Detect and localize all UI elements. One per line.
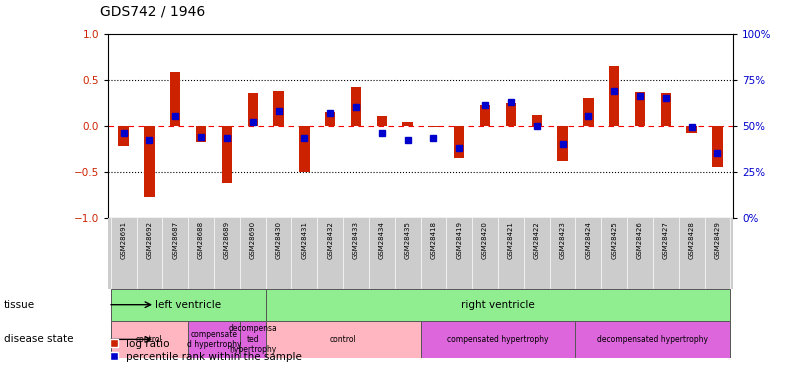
Text: compensated hypertrophy: compensated hypertrophy xyxy=(447,335,549,344)
Text: GSM28688: GSM28688 xyxy=(198,221,204,259)
Text: GSM28425: GSM28425 xyxy=(611,221,617,259)
Bar xyxy=(266,321,421,358)
Bar xyxy=(661,93,671,126)
Text: control: control xyxy=(136,335,163,344)
Bar xyxy=(111,321,188,358)
Text: GSM28430: GSM28430 xyxy=(276,221,281,259)
Text: left ventricle: left ventricle xyxy=(155,300,221,310)
Bar xyxy=(454,126,465,158)
Text: control: control xyxy=(330,335,356,344)
Text: decompensa
ted
hypertrophy: decompensa ted hypertrophy xyxy=(228,324,277,354)
Text: GSM28429: GSM28429 xyxy=(714,221,720,259)
Bar xyxy=(239,321,266,358)
Bar xyxy=(300,126,309,172)
Bar xyxy=(686,126,697,133)
Text: disease state: disease state xyxy=(4,334,74,344)
Bar xyxy=(119,126,129,146)
Text: GSM28424: GSM28424 xyxy=(586,221,591,259)
Bar xyxy=(480,105,490,126)
Text: GSM28692: GSM28692 xyxy=(147,221,152,259)
Text: GSM28426: GSM28426 xyxy=(637,221,643,259)
Bar xyxy=(188,321,239,358)
Text: GSM28691: GSM28691 xyxy=(121,221,127,259)
Text: tissue: tissue xyxy=(4,300,35,310)
Bar xyxy=(248,93,258,126)
Text: GSM28434: GSM28434 xyxy=(379,221,384,259)
Bar xyxy=(635,92,645,126)
Bar xyxy=(557,126,568,160)
Text: GSM28433: GSM28433 xyxy=(353,221,359,259)
Text: GSM28418: GSM28418 xyxy=(430,221,437,259)
Text: GSM28431: GSM28431 xyxy=(301,221,308,259)
Bar xyxy=(351,87,361,126)
Bar xyxy=(421,321,575,358)
Text: GSM28428: GSM28428 xyxy=(689,221,694,259)
Text: GSM28435: GSM28435 xyxy=(405,221,411,259)
Bar xyxy=(170,72,180,126)
Text: GSM28422: GSM28422 xyxy=(533,221,540,259)
Bar xyxy=(583,98,594,126)
Text: GSM28427: GSM28427 xyxy=(662,221,669,259)
Bar xyxy=(609,66,619,126)
Bar xyxy=(266,289,731,321)
Bar xyxy=(273,91,284,126)
Text: GSM28423: GSM28423 xyxy=(560,221,566,259)
Text: GSM28419: GSM28419 xyxy=(457,221,462,259)
Bar xyxy=(325,112,336,126)
Text: GSM28690: GSM28690 xyxy=(250,221,256,259)
Bar xyxy=(505,103,516,126)
Bar xyxy=(376,117,387,126)
Text: right ventricle: right ventricle xyxy=(461,300,535,310)
Text: GSM28687: GSM28687 xyxy=(172,221,179,259)
Text: GSM28421: GSM28421 xyxy=(508,221,514,259)
Text: GSM28432: GSM28432 xyxy=(327,221,333,259)
Bar xyxy=(532,115,541,126)
Legend: log ratio, percentile rank within the sample: log ratio, percentile rank within the sa… xyxy=(106,334,306,366)
Bar xyxy=(402,122,413,126)
Bar xyxy=(222,126,232,183)
Bar xyxy=(575,321,731,358)
Text: GDS742 / 1946: GDS742 / 1946 xyxy=(100,5,205,19)
Bar xyxy=(111,289,266,321)
Bar xyxy=(196,126,206,142)
Bar xyxy=(144,126,155,197)
Text: decompensated hypertrophy: decompensated hypertrophy xyxy=(598,335,708,344)
Bar xyxy=(712,126,723,167)
Text: GSM28420: GSM28420 xyxy=(482,221,488,259)
Text: compensate
d hypertrophy: compensate d hypertrophy xyxy=(187,330,241,349)
Text: GSM28689: GSM28689 xyxy=(224,221,230,259)
Bar xyxy=(429,126,439,128)
